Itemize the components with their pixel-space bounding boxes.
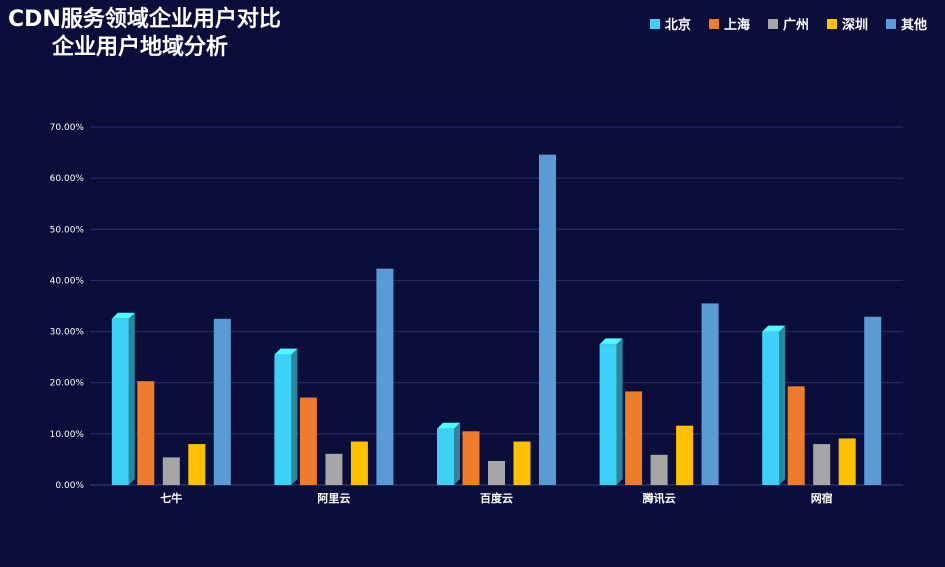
bar (325, 453, 343, 485)
legend-label-shanghai: 上海 (723, 18, 750, 33)
bar-side (128, 312, 135, 485)
chart-title-line2: 企业用户地域分析 (52, 35, 229, 60)
x-tick-label: 七牛 (160, 491, 182, 505)
bar (274, 354, 292, 485)
chart-title: CDN服务领域企业用户对比 企业用户地域分析 (8, 6, 281, 62)
chart-title-line1: CDN服务领域企业用户对比 (8, 7, 281, 32)
bar-top (274, 348, 298, 355)
legend-item-other[interactable]: 其他 (885, 14, 927, 33)
bar (137, 381, 155, 485)
y-tick-label: 40.00% (50, 276, 85, 286)
bar (462, 431, 480, 485)
x-tick-label: 百度云 (480, 491, 513, 505)
bar (838, 438, 856, 485)
bar (299, 397, 317, 485)
bar (650, 454, 668, 485)
y-tick-label: 0.00% (55, 481, 84, 491)
y-tick-label: 50.00% (50, 225, 85, 235)
y-tick-label: 60.00% (50, 174, 85, 184)
bar (701, 303, 719, 485)
bar-side (291, 348, 298, 485)
bar (376, 268, 394, 485)
legend-label-shenzhen: 深圳 (841, 18, 868, 33)
legend-swatch-shanghai (708, 18, 719, 29)
bar-side (454, 422, 460, 485)
bar-top (437, 422, 460, 429)
bar-side (779, 325, 786, 485)
bar (188, 444, 206, 485)
bar (599, 344, 617, 485)
legend-swatch-guangzhou (767, 18, 778, 29)
bar-top (762, 325, 786, 332)
bar (787, 386, 805, 485)
legend-item-shanghai[interactable]: 上海 (708, 14, 750, 33)
bar (488, 460, 505, 485)
legend-item-guangzhou[interactable]: 广州 (767, 14, 809, 33)
y-tick-label: 10.00% (50, 430, 85, 440)
x-tick-label: 阿里云 (317, 491, 350, 505)
y-tick-label: 30.00% (50, 328, 85, 338)
x-tick-label: 网宿 (811, 491, 833, 505)
bar (213, 318, 231, 485)
bar (162, 457, 180, 485)
bar (762, 331, 780, 485)
bar-top (599, 338, 623, 345)
y-tick-label: 20.00% (50, 379, 85, 389)
bar (111, 318, 129, 485)
bar (864, 316, 882, 485)
bar (513, 441, 531, 485)
legend-item-beijing[interactable]: 北京 (649, 14, 691, 33)
bar (676, 425, 694, 485)
legend-item-shenzhen[interactable]: 深圳 (826, 14, 868, 33)
chart-legend: 北京 上海 广州 深圳 其他 (649, 14, 927, 33)
bar-top (111, 312, 135, 319)
bar (539, 154, 556, 486)
legend-label-other: 其他 (900, 18, 927, 33)
legend-swatch-other (885, 18, 896, 29)
legend-label-guangzhou: 广州 (782, 18, 809, 33)
bar (437, 428, 454, 485)
bar (625, 391, 643, 485)
legend-swatch-beijing (649, 18, 660, 29)
legend-label-beijing: 北京 (664, 18, 691, 33)
y-tick-label: 70.00% (50, 123, 85, 133)
legend-swatch-shenzhen (826, 18, 837, 29)
bar-side (616, 338, 623, 485)
x-tick-label: 腾讯云 (643, 491, 676, 505)
bar (813, 444, 831, 485)
bar (350, 441, 368, 485)
